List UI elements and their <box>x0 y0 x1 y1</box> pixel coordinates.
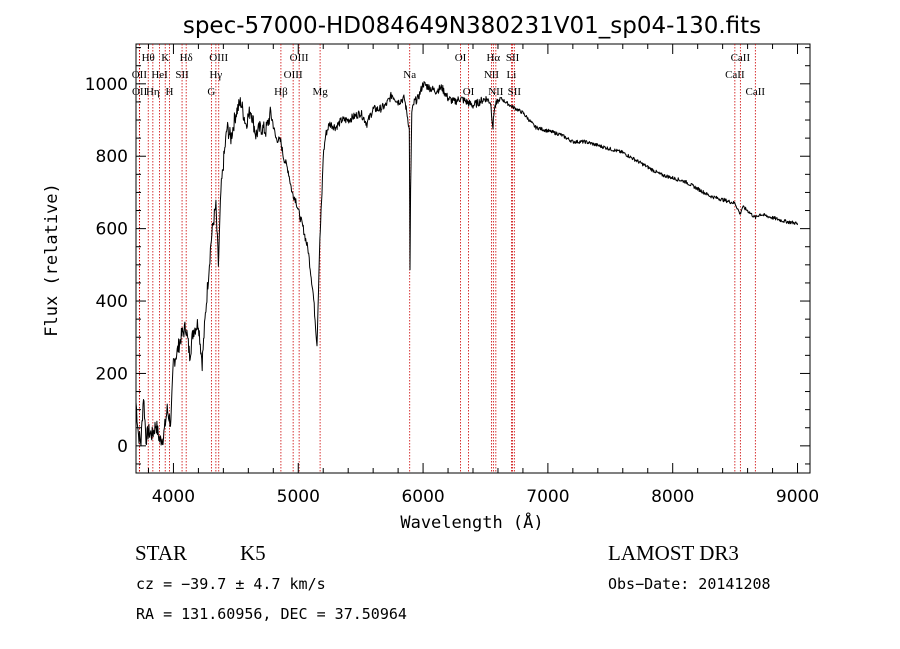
spectral-line-label: OIII <box>290 52 309 64</box>
x-tick-label: 9000 <box>776 487 819 507</box>
x-tick-label: 8000 <box>651 487 694 507</box>
spectral-line-label: G <box>207 86 215 98</box>
spectrum-series <box>135 81 798 447</box>
y-axis-label: Flux (relative) <box>42 183 62 337</box>
x-tick-label: 6000 <box>401 487 444 507</box>
x-axis-label: Wavelength (Å) <box>400 511 543 533</box>
observation-date: Obs−Date: 20141208 <box>608 575 771 593</box>
spectral-line-label: OII <box>132 69 148 81</box>
spectral-line-labels: Hθ OII OII K HeI Hη H Hδ SII OIII Hγ G OIII OIII Hβ Mg N… <box>132 52 766 98</box>
spectral-line-label: Hβ <box>274 86 288 98</box>
spectral-line-label: HeI <box>151 69 168 81</box>
spectral-line-label: OIII <box>284 69 303 81</box>
spectral-line-label: K <box>161 52 169 64</box>
spectral-line-label: OIII <box>209 52 228 64</box>
y-tick-label: 1000 <box>85 75 128 95</box>
spectral-line-label: Mg <box>312 86 328 98</box>
object-subclass: K5 <box>240 541 266 565</box>
y-tick-label: 400 <box>96 292 128 312</box>
y-tick-label: 800 <box>96 147 128 167</box>
y-tick-label: 0 <box>117 437 128 457</box>
spectral-line-label: NII <box>488 86 504 98</box>
spectral-line-label: CaII <box>746 86 766 98</box>
x-tick-label: 5000 <box>277 487 320 507</box>
spectral-line-markers <box>138 44 756 473</box>
spectral-line-label: Hδ <box>180 52 193 64</box>
spectral-line-label: OII <box>132 86 148 98</box>
survey-name: LAMOST DR3 <box>608 541 739 565</box>
spectral-line-label: OI <box>463 86 475 98</box>
object-class: STAR <box>135 541 187 565</box>
spectral-line-label: H <box>165 86 173 98</box>
coordinates: RA = 131.60956, DEC = 37.50964 <box>136 605 407 623</box>
spectral-line-label: Li <box>507 69 517 81</box>
spectral-line-label: CaII <box>725 69 745 81</box>
y-tick-label: 600 <box>96 220 128 240</box>
spectrum-line <box>135 81 798 447</box>
spectral-line-label: OI <box>455 52 467 64</box>
chart-title: spec-57000-HD084649N380231V01_sp04-130.f… <box>183 13 761 39</box>
spectral-line-label: NII <box>484 69 500 81</box>
y-tick-label: 200 <box>96 364 128 384</box>
spectral-line-label: SII <box>506 52 520 64</box>
spectral-line-label: Hη <box>146 86 160 98</box>
spectral-line-label: SII <box>508 86 522 98</box>
spectral-line-label: Hθ <box>142 52 155 64</box>
spectral-line-label: Hα <box>486 52 500 64</box>
spectral-line-label: CaII <box>731 52 751 64</box>
x-axis-ticks: 4000 5000 6000 7000 8000 9000 <box>147 44 819 507</box>
spectral-line-label: Na <box>403 69 416 81</box>
x-tick-label: 7000 <box>526 487 569 507</box>
spectral-line-label: Hγ <box>209 69 222 81</box>
redshift-value: cz = −39.7 ± 4.7 km/s <box>136 575 326 593</box>
y-axis-ticks: 0 200 400 600 800 1000 <box>85 47 810 465</box>
x-tick-label: 4000 <box>152 487 195 507</box>
spectral-line-label: SII <box>175 69 189 81</box>
